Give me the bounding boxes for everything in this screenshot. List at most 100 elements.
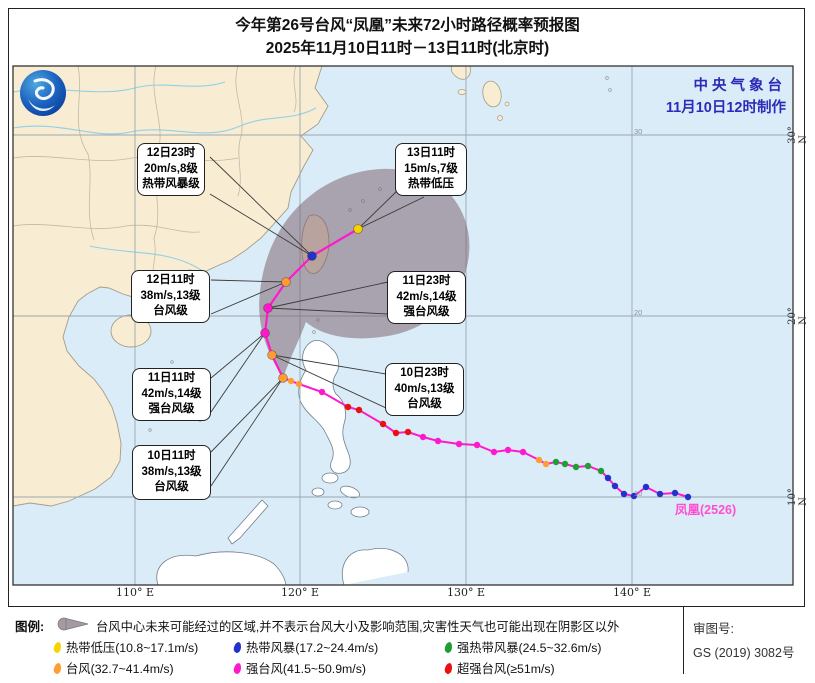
history-point bbox=[434, 437, 442, 445]
history-point bbox=[630, 492, 638, 500]
label-time: 11日23时 bbox=[402, 275, 451, 288]
probability-cone bbox=[259, 168, 470, 378]
legend-item-ty: 台风(32.7~41.4m/s) bbox=[52, 659, 174, 677]
label-wind: 38m/s,13级 bbox=[141, 465, 202, 478]
lon-tick-110e: 110° E bbox=[115, 586, 155, 599]
history-point bbox=[656, 490, 664, 498]
history-point bbox=[490, 448, 498, 456]
leader-lines bbox=[209, 156, 425, 487]
forecast-label-12d11h: 12日11时 38m/s,13级 台风级 bbox=[131, 270, 210, 323]
grid-num-20: 20 bbox=[634, 308, 643, 317]
legend-title: 图例: bbox=[15, 620, 45, 634]
label-category: 台风级 bbox=[154, 481, 189, 494]
history-point bbox=[597, 467, 605, 475]
history-point bbox=[620, 490, 628, 498]
label-wind: 42m/s,14级 bbox=[141, 387, 202, 400]
history-point bbox=[344, 403, 352, 411]
forecast-label-11d11h: 11日11时 42m/s,14级 强台风级 bbox=[132, 368, 211, 421]
page-subtitle: 2025年11月10日11时－13日11时(北京时) bbox=[265, 40, 550, 57]
label-wind: 15m/s,7级 bbox=[404, 162, 458, 175]
history-point bbox=[611, 482, 619, 490]
approval-panel: 审图号: GS (2019) 3082号 bbox=[683, 606, 805, 674]
small-island bbox=[497, 115, 503, 121]
history-point bbox=[572, 463, 580, 471]
label-category: 热带低压 bbox=[408, 178, 454, 191]
forecast-point bbox=[353, 224, 363, 234]
label-time: 12日23时 bbox=[146, 147, 196, 160]
history-point bbox=[584, 462, 592, 470]
legend-item-sts: 强热带风暴(24.5~32.6m/s) bbox=[443, 638, 602, 656]
label-time: 13日11时 bbox=[407, 147, 455, 160]
page-title: 今年第26号台风“凤凰”未来72小时路径概率预报图 bbox=[235, 17, 580, 34]
history-point bbox=[318, 388, 326, 396]
forecast-point bbox=[281, 277, 291, 287]
history-point bbox=[287, 377, 295, 385]
small-island bbox=[504, 101, 510, 107]
lat-tick-30n: 30° N bbox=[787, 126, 809, 144]
label-time: 10日23时 bbox=[400, 367, 449, 380]
legend-item-sty: 强台风(41.5~50.9m/s) bbox=[232, 659, 366, 677]
legend-item-superty: 超强台风(≥51m/s) bbox=[443, 659, 555, 677]
map-border bbox=[12, 65, 794, 586]
track-layer bbox=[260, 224, 692, 501]
history-point bbox=[455, 440, 463, 448]
history-point bbox=[404, 428, 412, 436]
label-category: 台风级 bbox=[407, 398, 442, 411]
forecast-label-10d11h: 10日11时 38m/s,13级 台风级 bbox=[132, 445, 211, 500]
td-marker-icon bbox=[52, 640, 63, 654]
forecast-point bbox=[278, 373, 288, 383]
legend-item-td: 热带低压(10.8~17.1m/s) bbox=[52, 638, 198, 656]
forecast-label-11d23h: 11日23时 42m/s,14级 强台风级 bbox=[387, 271, 466, 324]
history-point bbox=[561, 460, 569, 468]
agency-name: 中央气象台 bbox=[693, 78, 786, 94]
history-point bbox=[519, 448, 527, 456]
sts-marker-icon bbox=[443, 640, 454, 654]
china-mainland bbox=[13, 66, 329, 507]
ty-marker-icon bbox=[52, 661, 63, 675]
lon-tick-120e: 120° E bbox=[280, 586, 320, 599]
label-wind: 40m/s,13级 bbox=[394, 382, 455, 395]
history-point bbox=[392, 429, 400, 437]
legend-item-label: 台风(32.7~41.4m/s) bbox=[66, 662, 174, 676]
label-category: 台风级 bbox=[153, 305, 188, 318]
sty-marker-icon bbox=[232, 661, 243, 675]
storm-name-label: 凤凰(2526) bbox=[675, 503, 737, 517]
forecast-point bbox=[307, 251, 317, 261]
cone-legend-icon bbox=[57, 617, 89, 631]
agency-watermark: 中央气象台 11月10日12时制作 bbox=[560, 76, 786, 120]
legend-panel: 图例: 台风中心未来可能经过的区域,并不表示台风大小及影响范围,灾害性天气也可能… bbox=[8, 606, 805, 677]
cma-logo bbox=[20, 70, 66, 116]
history-point bbox=[542, 460, 550, 468]
label-time: 12日11时 bbox=[146, 274, 195, 287]
lat-tick-20n: 20° N bbox=[787, 307, 809, 325]
label-wind: 20m/s,8级 bbox=[144, 162, 198, 175]
forecast-label-13d11h: 13日11时 15m/s,7级 热带低压 bbox=[395, 143, 467, 196]
superty-marker-icon bbox=[443, 661, 454, 675]
history-point bbox=[684, 493, 692, 501]
legend-item-label: 超强台风(≥51m/s) bbox=[457, 662, 555, 676]
history-point bbox=[295, 380, 303, 388]
label-wind: 38m/s,13级 bbox=[140, 289, 201, 302]
legend-item-label: 强台风(41.5~50.9m/s) bbox=[246, 662, 366, 676]
issued-time: 11月10日12时制作 bbox=[665, 99, 786, 116]
history-point bbox=[473, 441, 481, 449]
history-point bbox=[535, 456, 543, 464]
history-point bbox=[419, 433, 427, 441]
history-point bbox=[604, 474, 612, 482]
forecast-point bbox=[263, 303, 273, 313]
label-wind: 42m/s,14级 bbox=[396, 290, 457, 303]
history-point bbox=[504, 446, 512, 454]
forecast-point bbox=[260, 328, 270, 338]
history-point bbox=[355, 406, 363, 414]
legend-item-ts: 热带风暴(17.2~24.4m/s) bbox=[232, 638, 378, 656]
label-time: 10日11时 bbox=[147, 450, 196, 463]
philippines-borneo bbox=[156, 340, 409, 585]
ts-marker-icon bbox=[232, 640, 243, 654]
lat-tick-10n: 10° N bbox=[787, 488, 809, 506]
kyushu-island bbox=[482, 80, 502, 108]
grid-num-10: 10 bbox=[634, 489, 643, 498]
history-point bbox=[671, 489, 679, 497]
label-time: 11日11时 bbox=[147, 372, 196, 385]
forecast-label-12d23h: 12日23时 20m/s,8级 热带风暴级 bbox=[137, 143, 205, 196]
